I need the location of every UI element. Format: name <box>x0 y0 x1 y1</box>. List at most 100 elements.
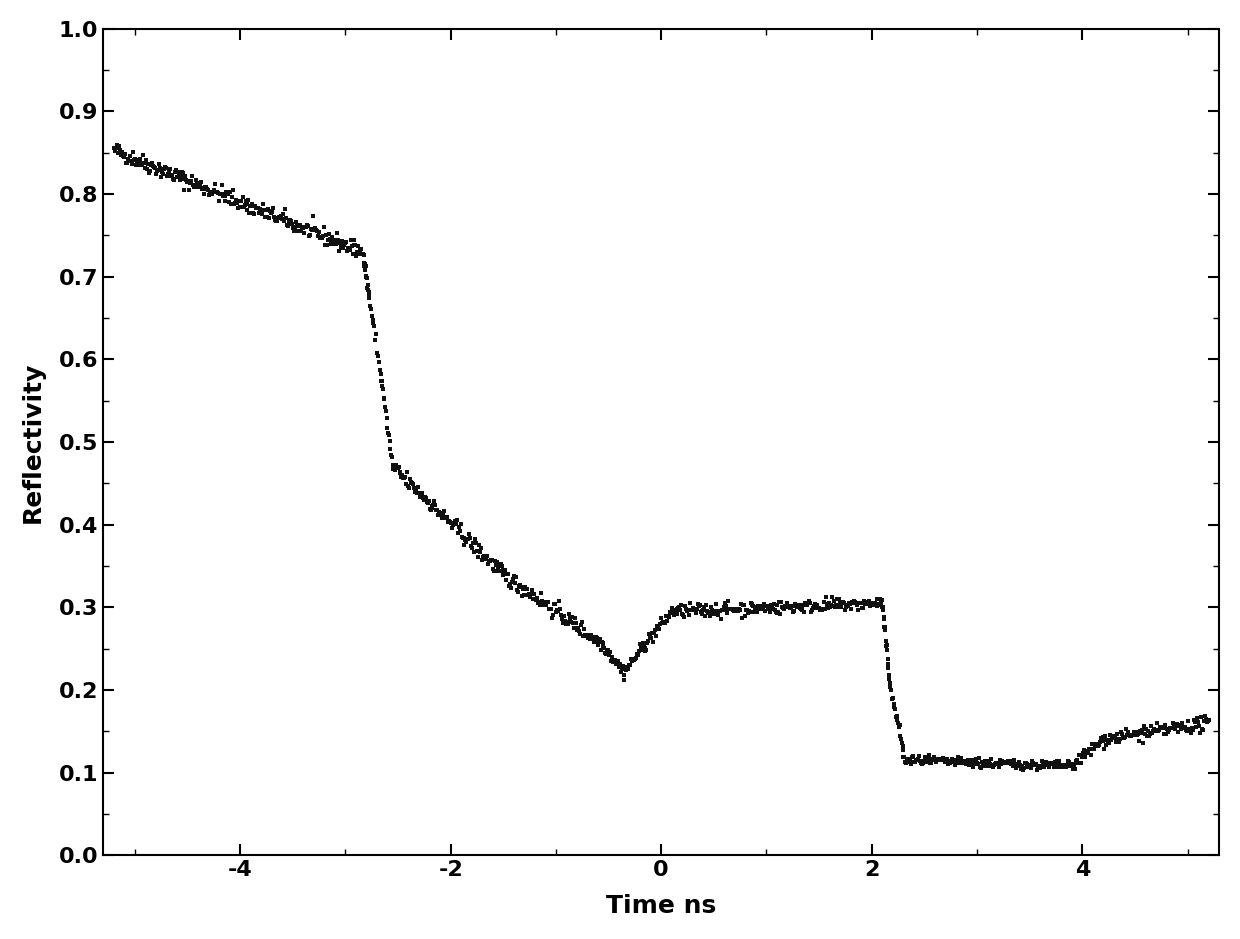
Point <box>735 608 755 623</box>
Point <box>547 602 567 617</box>
Point <box>729 601 749 616</box>
Point <box>334 238 353 253</box>
Point <box>233 199 253 214</box>
Point <box>892 731 911 747</box>
Point <box>1045 755 1065 770</box>
Point <box>937 757 957 772</box>
Point <box>358 277 378 292</box>
Point <box>252 207 272 222</box>
Point <box>151 162 171 177</box>
Point <box>553 615 573 630</box>
Point <box>162 172 182 187</box>
Point <box>1035 754 1055 769</box>
Point <box>471 540 491 555</box>
Point <box>662 606 682 621</box>
Point <box>1195 708 1215 723</box>
Point <box>839 596 859 611</box>
Point <box>117 156 136 171</box>
Point <box>653 615 673 630</box>
Point <box>808 600 828 615</box>
Point <box>522 583 542 598</box>
Point <box>1168 725 1188 740</box>
Point <box>822 590 842 605</box>
Point <box>765 602 785 617</box>
Point <box>317 233 337 248</box>
Point <box>265 212 285 227</box>
Point <box>1044 760 1064 775</box>
Point <box>779 599 799 614</box>
Point <box>994 755 1014 770</box>
Point <box>884 700 904 715</box>
Point <box>1069 747 1089 762</box>
Point <box>357 270 377 285</box>
Point <box>588 631 608 646</box>
Point <box>678 603 698 618</box>
Point <box>732 610 751 625</box>
Point <box>727 602 746 617</box>
Point <box>450 516 470 531</box>
Point <box>1153 720 1173 735</box>
Point <box>906 752 926 767</box>
Point <box>1022 760 1042 775</box>
Point <box>599 648 619 663</box>
Point <box>376 399 396 414</box>
Point <box>884 697 904 712</box>
Point <box>280 212 300 227</box>
Point <box>1117 727 1137 742</box>
Point <box>167 169 187 184</box>
Point <box>1043 757 1063 772</box>
Point <box>1121 729 1141 744</box>
Point <box>856 594 875 609</box>
Point <box>560 610 580 625</box>
Point <box>405 485 425 500</box>
Point <box>880 680 900 695</box>
Point <box>358 283 378 298</box>
Point <box>733 597 753 612</box>
Point <box>753 602 773 617</box>
Point <box>982 759 1002 774</box>
Point <box>176 172 196 187</box>
Point <box>720 602 740 617</box>
Point <box>696 608 715 623</box>
Point <box>826 598 846 613</box>
Point <box>301 222 321 237</box>
Point <box>575 627 595 642</box>
Point <box>335 236 355 251</box>
Point <box>651 610 671 625</box>
Point <box>538 595 558 610</box>
Point <box>124 152 144 167</box>
Point <box>1059 754 1079 769</box>
Point <box>1111 725 1131 740</box>
Point <box>146 166 166 181</box>
Point <box>175 169 195 184</box>
Point <box>346 238 366 253</box>
Point <box>825 593 844 608</box>
Point <box>350 247 370 262</box>
Point <box>965 754 985 769</box>
Point <box>414 493 434 508</box>
Point <box>764 596 784 611</box>
Point <box>996 755 1016 770</box>
Point <box>202 187 222 202</box>
Point <box>219 194 239 209</box>
Point <box>1114 731 1133 746</box>
Point <box>707 603 727 618</box>
Point <box>614 667 634 682</box>
Point <box>541 601 560 616</box>
Point <box>771 594 791 609</box>
Point <box>383 461 403 476</box>
Point <box>975 754 994 769</box>
Point <box>1159 722 1179 737</box>
Point <box>750 602 770 617</box>
Point <box>836 600 856 615</box>
Point <box>486 558 506 573</box>
Point <box>520 590 539 605</box>
Point <box>221 185 241 200</box>
Point <box>616 663 636 678</box>
Point <box>847 597 867 612</box>
Point <box>1164 722 1184 737</box>
Point <box>1166 717 1185 732</box>
Point <box>1176 719 1195 734</box>
Point <box>994 755 1014 770</box>
Point <box>134 156 154 171</box>
